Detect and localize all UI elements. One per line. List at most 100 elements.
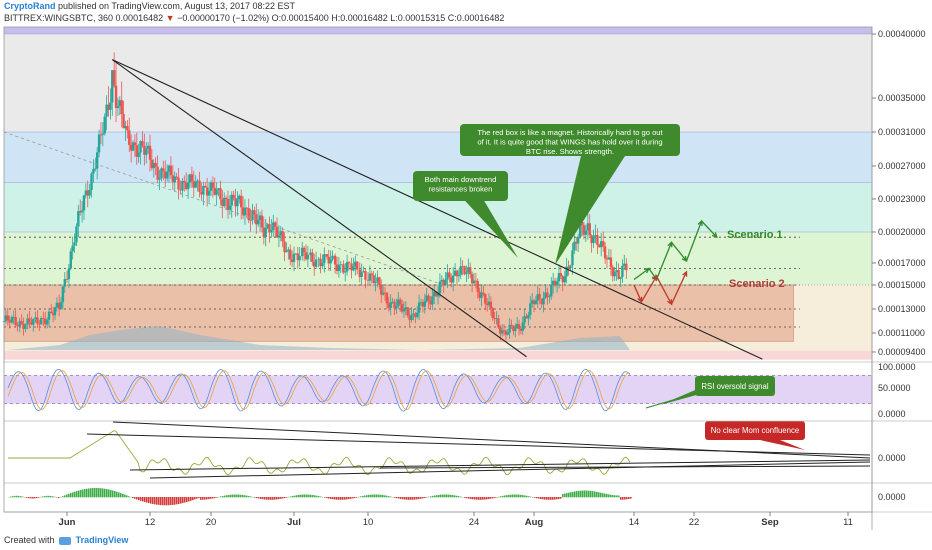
candle-body <box>241 207 245 216</box>
y-tick-label: 0.00015000 <box>878 280 926 290</box>
macd-bar <box>404 497 406 500</box>
candle-body <box>18 321 21 327</box>
mom-confluence-callout[interactable]: No clear Mom confluence <box>705 421 805 450</box>
macd-bar <box>250 496 252 498</box>
candle-body <box>253 210 256 215</box>
candle-body <box>75 226 78 243</box>
candle-body <box>116 106 120 109</box>
callout-box <box>460 124 680 156</box>
macd-bar <box>610 494 612 498</box>
candle-body <box>478 291 481 298</box>
candle-body <box>410 314 413 321</box>
momentum-trendline[interactable] <box>112 421 871 459</box>
tradingview-link[interactable]: TradingView <box>75 535 129 545</box>
momentum-trendline[interactable] <box>129 459 871 471</box>
macd-bar <box>408 497 410 500</box>
author-name[interactable]: CryptoRand <box>4 1 56 11</box>
x-tick-label: Jun <box>59 517 76 528</box>
candle-body <box>321 263 324 267</box>
macd-bar <box>116 491 118 498</box>
symbol-label: BITTREX:WINGSBTC, 360 <box>4 13 114 23</box>
candle-body <box>376 277 379 282</box>
macd-bar <box>44 496 46 498</box>
macd-bar <box>102 488 104 498</box>
momentum-trendline[interactable] <box>149 461 871 479</box>
downtrend-line[interactable] <box>112 59 763 360</box>
macd-bar <box>278 497 280 500</box>
macd-bar <box>628 497 630 500</box>
candle-body <box>590 235 593 244</box>
macd-bar <box>542 497 544 500</box>
candle-body <box>277 235 281 238</box>
candle-body <box>133 142 137 146</box>
red-box-callout[interactable]: The red box is like a magnet. Historical… <box>460 124 680 265</box>
macd-bar <box>164 497 166 506</box>
price-zone-band <box>4 27 872 34</box>
candle-body <box>275 226 279 238</box>
macd-bar <box>256 497 258 499</box>
candle-body <box>586 223 590 231</box>
downtrend-line[interactable] <box>111 59 527 358</box>
candle-body <box>239 195 243 208</box>
price-pane[interactable] <box>2 27 872 360</box>
candle-body <box>283 241 286 253</box>
candle-body <box>273 222 277 227</box>
macd-bar <box>146 497 148 503</box>
candle-body <box>598 245 601 248</box>
macd-bar <box>616 495 618 498</box>
macd-bar <box>38 497 40 498</box>
momentum-pane[interactable]: No clear Mom confluence <box>8 421 871 479</box>
callout-text-line: resistances broken <box>429 185 493 194</box>
candle-body <box>555 281 559 286</box>
macd-bar <box>612 495 614 498</box>
candle-body <box>65 279 69 280</box>
candle-body <box>59 302 63 309</box>
macd-pane[interactable] <box>8 488 632 506</box>
y-tick-label: 0.00013000 <box>878 304 926 314</box>
stoch-rsi-pane[interactable]: RSI oversold signal <box>4 368 872 412</box>
rsi-oversold-callout[interactable]: RSI oversold signal <box>660 376 775 405</box>
macd-bar <box>22 496 24 498</box>
candle-body <box>287 249 290 251</box>
scenario2-path[interactable] <box>633 270 688 306</box>
macd-bar <box>394 497 396 498</box>
macd-bar <box>254 497 256 498</box>
momentum-trendline[interactable] <box>379 465 871 469</box>
candle-body <box>559 273 563 277</box>
candle-body <box>457 274 461 277</box>
macd-bar <box>86 488 88 498</box>
candle-body <box>548 296 551 298</box>
candle-body <box>129 144 133 151</box>
candle-body <box>337 265 341 271</box>
candle-body <box>450 277 453 283</box>
macd-bar <box>592 491 594 498</box>
arrow-head-icon <box>711 232 718 239</box>
candle-body <box>173 176 176 183</box>
candle-body <box>139 141 142 153</box>
macd-bar <box>176 497 178 505</box>
macd-bar <box>574 491 576 498</box>
macd-bar <box>524 495 526 498</box>
candle-body <box>279 231 282 236</box>
candle-body <box>427 295 430 301</box>
candle-body <box>446 272 449 280</box>
candle-body <box>209 182 213 191</box>
macd-bar <box>180 497 182 504</box>
candle-body <box>167 165 171 172</box>
macd-bar <box>382 495 384 498</box>
candle-body <box>480 292 483 298</box>
candle-body <box>101 133 105 135</box>
scenario2-label: Scenario 2 <box>729 278 785 290</box>
scenario-segment <box>685 220 703 262</box>
scenario1-path[interactable] <box>633 219 718 281</box>
candle-body <box>219 188 222 200</box>
macd-bar <box>362 495 364 498</box>
candle-body <box>510 324 513 326</box>
candle-body <box>146 145 150 149</box>
macd-bar <box>324 497 326 498</box>
candle-body <box>323 254 326 264</box>
candle-body <box>599 241 603 248</box>
macd-bar <box>378 494 380 498</box>
